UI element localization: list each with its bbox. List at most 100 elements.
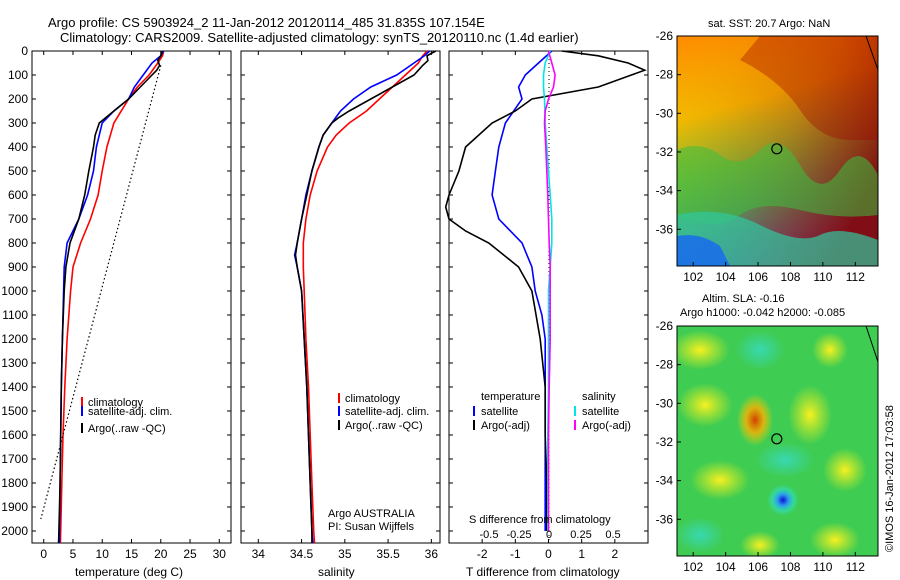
sst-map-frame <box>676 35 879 267</box>
x-tick-label: 35.5 <box>376 547 400 561</box>
difference-legend: temperature salinity satellite Argo(-adj… <box>473 391 631 432</box>
depth-tick-label: 500 <box>8 164 28 178</box>
sst-coastline <box>865 35 879 71</box>
map-x-tick-label: 110 <box>813 560 832 574</box>
map-x-tick-label: 104 <box>716 560 736 574</box>
legend-t-satellite: satellite <box>481 406 518 418</box>
map-x-tick-label: 108 <box>780 270 800 284</box>
x-tick-label: -1 <box>510 547 521 561</box>
x-tick-label: 36 <box>425 547 439 561</box>
annotation-pi: PI: Susan Wijffels <box>328 521 414 533</box>
sla-map-title-line1: Altim. SLA: -0.16 <box>702 293 785 305</box>
s-tick-label: -0.5 <box>480 529 499 541</box>
series-line-satellite-adj-clim- <box>293 50 431 544</box>
depth-tick-label: 1500 <box>1 404 28 418</box>
map-y-tick-label: -30 <box>656 396 674 410</box>
series-line-dotted <box>40 65 162 520</box>
salinity-lines <box>293 50 437 544</box>
map-x-tick-label: 102 <box>683 270 703 284</box>
map-y-tick-label: -36 <box>656 222 674 236</box>
temperature-legend: climatology satellite-adj. clim. Argo(..… <box>81 397 172 435</box>
sla-map-frame <box>676 325 879 557</box>
depth-tick-label: 300 <box>8 116 28 130</box>
sla-map-title-line2: Argo h1000: -0.042 h2000: -0.085 <box>680 307 845 319</box>
map-y-tick-label: -28 <box>656 68 674 82</box>
depth-tick-label: 1000 <box>1 284 28 298</box>
salinity-x-ticks: 34 34.5 35 35.5 36 <box>241 50 440 561</box>
sst-map-title: sat. SST: 20.7 Argo: NaN <box>708 18 830 30</box>
x-tick-label: 35 <box>338 547 352 561</box>
sla-coastline <box>865 325 879 363</box>
difference-panel: -2 -1 0 1 2 T difference from climatology S … <box>444 50 649 579</box>
map-x-tick-label: 106 <box>748 270 768 284</box>
x-tick-label: 30 <box>213 547 227 561</box>
salinity-panel: 34 34.5 35 35.5 36 salinity climatology sate… <box>240 50 441 579</box>
depth-tick-label: 1900 <box>1 500 28 514</box>
map-x-tick-label: 104 <box>716 270 736 284</box>
depth-tick-label: 0 <box>21 44 28 58</box>
legend-satellite: satellite-adj. clim. <box>88 406 172 418</box>
legend-argo: Argo(..raw -QC) <box>345 420 423 432</box>
depth-axis-labels: 0 100 200 300 400 500 600 700 800 900 1000 1100 1200… <box>1 44 28 538</box>
salinity-legend: climatology satellite-adj. clim. Argo(..… <box>328 393 429 533</box>
sst-map-ticks: 102 104 106 108 110 112 -26 -28 -30 -32 -34 -36 <box>656 29 866 284</box>
depth-tick-label: 1300 <box>1 356 28 370</box>
map-x-tick-label: 110 <box>813 270 832 284</box>
s-tick-label: 0 <box>546 529 552 541</box>
legend-climatology: climatology <box>88 397 144 409</box>
difference-xlabel-top: S difference from climatology <box>469 514 611 526</box>
depth-tick-label: 200 <box>8 92 28 106</box>
x-tick-label: -2 <box>477 547 488 561</box>
legend-satellite: satellite-adj. clim. <box>345 406 429 418</box>
x-tick-label: 5 <box>70 547 77 561</box>
depth-tick-label: 1200 <box>1 332 28 346</box>
legend-s-argo: Argo(-adj) <box>582 420 631 432</box>
series-line-s-argo-adj- <box>543 50 556 531</box>
series-line-t-satellite <box>491 50 553 531</box>
series-line-argo-raw-qc- <box>294 50 437 543</box>
series-line-climatology <box>59 50 165 544</box>
depth-tick-label: 700 <box>8 212 28 226</box>
temperature-lines <box>40 50 165 544</box>
depth-tick-label: 400 <box>8 140 28 154</box>
x-tick-label: 0 <box>40 547 47 561</box>
salinity-plot-frame <box>240 50 441 544</box>
map-x-tick-label: 112 <box>846 270 865 284</box>
x-tick-label: 20 <box>154 547 168 561</box>
map-y-tick-label: -30 <box>656 106 674 120</box>
sla-heatmap <box>677 326 878 556</box>
x-tick-label: 10 <box>96 547 110 561</box>
legend-t-argo: Argo(-adj) <box>481 420 530 432</box>
imos-credit: ©IMOS 16-Jan-2012 17:03:58 <box>884 405 896 552</box>
difference-xlabel: T difference from climatology <box>466 565 620 579</box>
depth-tick-label: 1100 <box>2 308 28 322</box>
series-line-argo-raw-qc- <box>57 50 164 544</box>
depth-tick-label: 2000 <box>1 524 28 538</box>
x-tick-label: 1 <box>578 547 585 561</box>
header-line1: Argo profile: CS 5903924_2 11-Jan-2012 2… <box>48 15 485 30</box>
sst-map-panel: sat. SST: 20.7 Argo: NaN 102 104 106 108 110… <box>656 18 879 284</box>
map-y-tick-label: -28 <box>656 358 674 372</box>
depth-tick-label: 1400 <box>1 380 28 394</box>
map-x-tick-label: 106 <box>748 560 768 574</box>
depth-tick-label: 1800 <box>1 476 28 490</box>
sla-map-ticks: 102 104 106 108 110 112 -26 -28 -30 -32 -34 -36 <box>656 319 866 574</box>
depth-tick-label: 1600 <box>1 428 28 442</box>
map-y-tick-label: -26 <box>656 29 674 43</box>
temperature-x-ticks: 0 5 10 15 20 25 30 <box>32 50 231 561</box>
x-tick-label: 34 <box>252 547 266 561</box>
x-tick-label: 2 <box>611 547 618 561</box>
x-tick-label: 0 <box>545 547 552 561</box>
map-y-tick-label: -34 <box>656 184 674 198</box>
map-x-tick-label: 102 <box>683 560 703 574</box>
sst-heatmap <box>677 36 878 266</box>
salinity-diff-ticks: -0.5 -0.25 0 0.25 0.5 <box>480 529 621 541</box>
map-y-tick-label: -34 <box>656 474 674 488</box>
series-line-climatology <box>302 50 428 544</box>
map-y-tick-label: -26 <box>656 319 674 333</box>
temperature-xlabel: temperature (deg C) <box>75 565 183 579</box>
sla-map-panel: Altim. SLA: -0.16 Argo h1000: -0.042 h20… <box>656 293 879 574</box>
header-line2: Climatology: CARS2009. Satellite-adjuste… <box>60 30 579 45</box>
legend-title-temperature: temperature <box>481 391 540 403</box>
